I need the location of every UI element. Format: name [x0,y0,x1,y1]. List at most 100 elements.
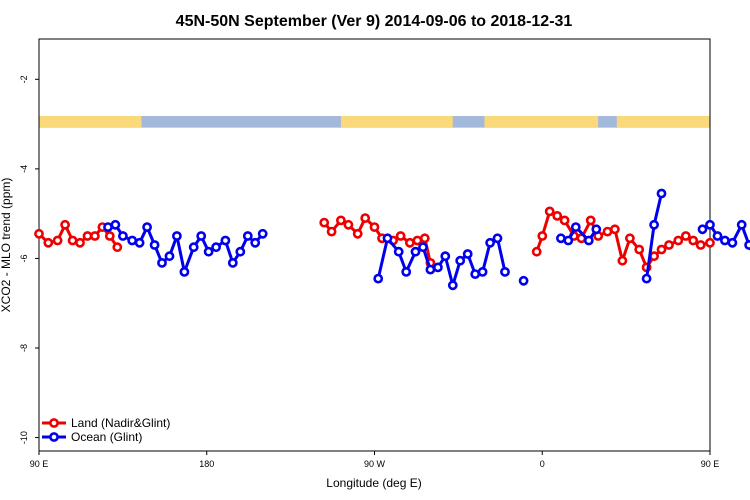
legend: Land (Nadir&Glint)Ocean (Glint) [42,416,170,444]
land-segment-0 [39,116,142,128]
data-point [656,244,667,255]
data-point [203,246,214,257]
data-point [188,242,199,253]
data-point [673,235,684,246]
data-point [142,222,152,232]
data-point [418,242,428,253]
data-point [250,237,261,248]
series-layer [34,188,750,291]
data-point [401,266,412,277]
data-point [544,206,555,217]
data-point [179,266,190,277]
data-point [559,215,570,226]
data-point [404,237,415,248]
data-point [373,273,384,284]
x-tick-label: 90 E [701,459,720,469]
data-point [563,235,574,246]
data-point [432,262,443,273]
legend-swatch-marker [49,418,59,428]
y-tick-label: -2 [19,75,29,83]
legend-label: Ocean (Glint) [71,430,142,444]
y-axis: -2 -4 -6 -8 -10 [19,75,39,444]
data-point [720,235,730,246]
data-point [649,219,659,230]
data-point [455,255,466,266]
data-point [335,215,346,226]
data-point [171,231,182,241]
data-point [157,257,167,268]
data-point [744,240,750,250]
data-point [419,233,430,244]
land-segment-2 [484,116,599,128]
data-point [570,222,581,232]
data-point [211,242,221,253]
y-tick-label: -6 [19,254,29,262]
data-point [326,226,337,237]
data-point [257,228,268,239]
y-tick-label: -10 [19,431,29,444]
data-point [393,246,404,257]
data-point [220,235,231,246]
data-point [617,255,628,266]
land-segment-3 [616,116,710,128]
data-point [352,228,363,239]
data-point [656,188,667,199]
legend-swatch-marker [49,432,59,442]
land-segment-1 [340,116,453,128]
data-point [695,240,706,250]
data-point [235,246,246,257]
series-1 [103,188,750,291]
data-point [149,240,160,250]
data-point [531,246,542,257]
land-ocean-strip [39,116,710,128]
x-tick-label: 90 W [364,459,386,469]
data-point [688,235,699,246]
data-point [196,231,207,241]
data-point [43,237,54,248]
data-point [242,231,253,241]
data-point [583,235,594,246]
y-tick-label: -4 [19,165,29,173]
x-axis-label: Longitude (deg E) [326,476,421,490]
x-tick-label: 90 E [30,459,49,469]
data-point [112,242,123,253]
data-point [537,231,548,241]
x-axis: 90 E 180 90 W 0 90 E [30,451,720,469]
x-tick-label: 180 [199,459,214,469]
data-point [705,219,715,230]
data-point [552,210,563,221]
data-point [52,235,63,246]
y-tick-label: -8 [19,344,29,352]
data-point [712,231,723,241]
data-point [410,246,421,257]
data-point [585,215,596,226]
data-point [447,280,458,291]
data-point [641,273,652,284]
data-point [369,222,380,232]
data-point [164,251,175,262]
data-point [104,231,115,241]
data-point [591,224,602,235]
data-point [319,217,330,228]
data-point [518,275,529,286]
data-point [118,231,128,241]
data-point [227,257,238,268]
data-point [110,219,121,230]
data-point [90,231,100,241]
x-tick-label: 0 [540,459,545,469]
series-line [645,193,663,279]
data-point [360,213,371,223]
data-point [492,233,503,244]
chart-title: 45N-50N September (Ver 9) 2014-09-06 to … [176,13,573,30]
data-point [485,237,495,248]
data-point [634,244,645,255]
data-point [395,231,406,241]
data-point [500,266,510,277]
data-point [382,233,393,244]
data-point [440,251,451,262]
data-point [727,237,738,248]
data-point [477,266,488,277]
data-point [664,240,674,250]
data-point [697,224,708,235]
